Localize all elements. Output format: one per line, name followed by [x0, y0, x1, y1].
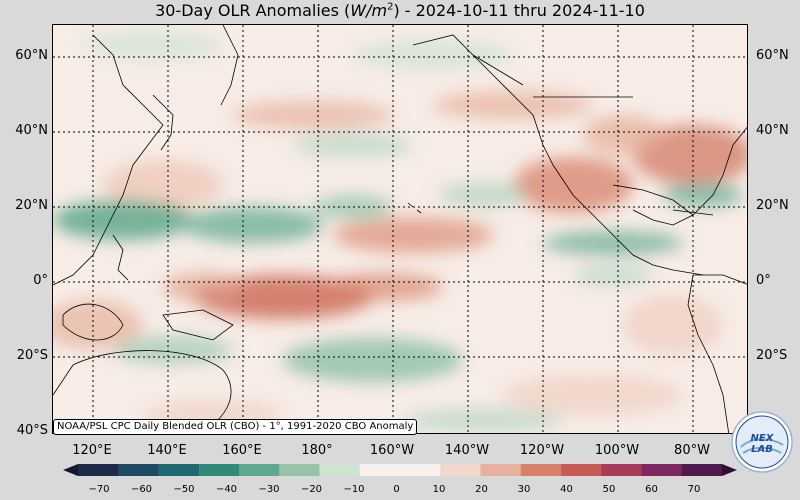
lat-label-right: 60°N — [756, 48, 789, 63]
coastlines — [53, 25, 747, 433]
colorbar-cell — [359, 464, 401, 476]
colorbar-cell — [400, 464, 441, 476]
colorbar-tick-label: −40 — [215, 484, 238, 495]
anomaly-field — [53, 31, 747, 432]
lat-label-right: 20°N — [756, 198, 789, 213]
colorbar-cell — [198, 464, 240, 476]
lat-label-left: 20°N — [15, 198, 48, 213]
lon-label: 160°E — [222, 443, 262, 458]
colorbar-cell — [480, 464, 522, 476]
olr-anomaly-map — [52, 24, 748, 434]
map-canvas — [53, 25, 747, 433]
colorbar-cell — [158, 464, 200, 476]
colorbar-cell — [440, 464, 481, 476]
colorbar-tick-label: 30 — [517, 484, 531, 495]
graticule — [53, 25, 747, 433]
colorbar-tick-label: −60 — [130, 484, 153, 495]
logo-text: NEX LAB — [750, 433, 774, 455]
colorbar-cell — [279, 464, 320, 476]
lat-label-right: 0° — [756, 273, 771, 288]
colorbar-tick-label: −70 — [88, 484, 110, 495]
colorbar-cell — [520, 464, 562, 476]
lat-label-left: 0° — [33, 273, 48, 288]
map-title: 30-Day OLR Anomalies (W/m2) - 2024-10-11… — [155, 1, 645, 20]
colorbar-tick-label: −50 — [173, 484, 195, 495]
colorbar-tick-label: 10 — [432, 484, 446, 495]
lat-label-left: 40°N — [15, 123, 48, 138]
lon-label: 140°W — [444, 443, 490, 458]
colorbar-tick-label: 20 — [475, 484, 488, 495]
colorbar — [63, 464, 737, 476]
lon-label: 180° — [301, 443, 333, 458]
colorbar-max-extend — [722, 464, 737, 476]
data-source-note: NOAA/PSL CPC Daily Blended OLR (CBO) - 1… — [53, 419, 418, 435]
colorbar-tick-label: 0 — [393, 484, 400, 495]
colorbar-min-extend — [63, 464, 78, 476]
colorbar-tick-label: 50 — [602, 484, 616, 495]
lon-label: 160°W — [369, 443, 415, 458]
colorbar-cell — [681, 464, 723, 476]
colorbar-tick-label: 70 — [687, 484, 701, 495]
nexlab-logo — [731, 411, 793, 473]
colorbar-cell — [561, 464, 602, 476]
lon-label: 120°E — [72, 443, 112, 458]
colorbar-tick-label: 40 — [560, 484, 573, 495]
colorbar-cell — [319, 464, 361, 476]
colorbar-cell — [239, 464, 280, 476]
lon-label: 140°E — [147, 443, 187, 458]
lat-label-right: 40°N — [756, 123, 789, 138]
colorbar-tick-label: 60 — [645, 484, 658, 495]
lon-label: 80°W — [674, 443, 710, 458]
lat-label-left: 60°N — [15, 48, 48, 63]
lat-label-left: 20°S — [16, 348, 48, 363]
lat-label-right: 20°S — [756, 348, 788, 363]
colorbar-cell — [641, 464, 683, 476]
colorbar-tick-label: −10 — [343, 484, 365, 495]
lon-label: 120°W — [519, 443, 565, 458]
colorbar-tick-label: −30 — [258, 484, 280, 495]
colorbar-tick-label: −20 — [300, 484, 323, 495]
colorbar-cell — [118, 464, 159, 476]
lon-label: 100°W — [594, 443, 640, 458]
colorbar-cell — [78, 464, 119, 476]
lat-label-left: 40°S — [16, 423, 48, 438]
colorbar-cell — [601, 464, 642, 476]
